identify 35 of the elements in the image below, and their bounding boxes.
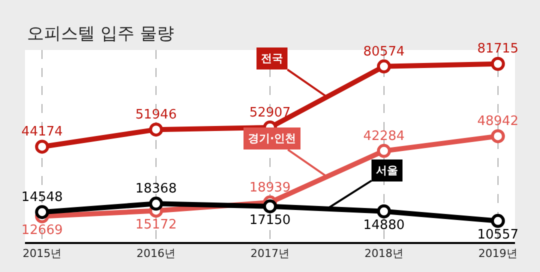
text: 경기·인천 xyxy=(248,132,296,145)
data-label: 18368 xyxy=(135,182,177,197)
point xyxy=(35,205,50,220)
data-label: 12669 xyxy=(21,222,63,238)
data-label: 14880 xyxy=(363,218,405,233)
data-label: 80574 xyxy=(363,44,405,60)
x-tick-label: 2017년 xyxy=(250,247,290,260)
data-label: 44174 xyxy=(21,124,63,140)
x-tick-label: 2016년 xyxy=(136,247,176,260)
data-label: 51946 xyxy=(135,107,177,122)
text: 서울 xyxy=(376,164,398,177)
data-label: 81715 xyxy=(477,42,519,57)
data-label: 10557 xyxy=(477,228,519,243)
point xyxy=(376,59,391,74)
point xyxy=(490,129,505,144)
point xyxy=(149,196,164,211)
point xyxy=(35,140,50,154)
chart-title: 오피스텔 입주 물량 xyxy=(27,24,174,44)
data-label: 52907 xyxy=(249,105,291,120)
data-label: 14548 xyxy=(21,190,63,205)
data-label: 48942 xyxy=(477,114,519,130)
x-tick-label: 2015년 xyxy=(22,247,62,260)
data-label: 42284 xyxy=(363,128,405,144)
point xyxy=(149,122,164,137)
data-label: 18939 xyxy=(249,180,291,196)
x-tick-label: 2019년 xyxy=(478,247,518,260)
data-label: 15172 xyxy=(135,217,177,232)
text: 전국 xyxy=(261,52,283,65)
point xyxy=(376,204,391,218)
point xyxy=(490,214,505,228)
data-label: 17150 xyxy=(249,212,291,228)
point xyxy=(263,199,277,214)
point xyxy=(376,144,391,158)
x-tick-label: 2018년 xyxy=(364,247,404,260)
point xyxy=(490,56,505,71)
